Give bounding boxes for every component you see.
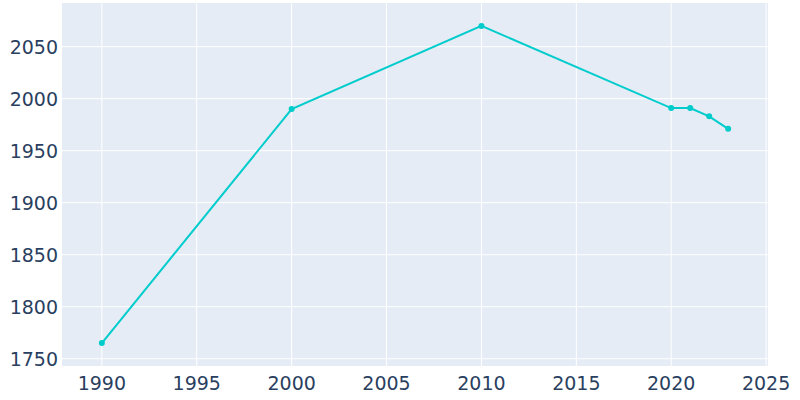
x-tick-label: 2015 [552,372,600,394]
marker [289,106,295,112]
x-tick-label: 2020 [647,372,695,394]
x-grid [481,3,482,366]
plot-background [62,3,768,366]
x-grid [766,3,767,366]
y-tick-label: 1900 [10,192,58,214]
data-group [99,23,731,346]
x-tick-label: 1995 [173,372,221,394]
x-grid [291,3,292,366]
marker [668,105,674,111]
y-grid [62,98,768,99]
y-tick-label: 2050 [10,36,58,58]
marker [725,126,731,132]
x-grid [386,3,387,366]
y-grid [62,46,768,47]
y-grid [62,254,768,255]
x-grid [671,3,672,366]
marker [478,23,484,29]
y-grid [62,358,768,359]
marker [706,113,712,119]
marker [687,105,693,111]
x-grid [101,3,102,366]
chart: 1990 1995 2000 2005 2010 2015 2020 2025 1750 1800… [0,0,800,400]
marker [99,340,105,346]
y-tick-label: 1750 [10,348,58,370]
x-tick-label: 2010 [457,372,505,394]
y-grid [62,202,768,203]
x-tick-label: 1990 [78,372,126,394]
x-grid [576,3,577,366]
x-tick-label: 2025 [742,372,790,394]
x-tick-label: 2000 [267,372,315,394]
x-grid [196,3,197,366]
line [102,26,728,343]
y-tick-label: 1950 [10,140,58,162]
y-grid [62,306,768,307]
x-tick-label: 2005 [362,372,410,394]
y-grid [62,150,768,151]
y-tick-label: 1850 [10,244,58,266]
y-tick-label: 1800 [10,296,58,318]
y-tick-label: 2000 [10,88,58,110]
